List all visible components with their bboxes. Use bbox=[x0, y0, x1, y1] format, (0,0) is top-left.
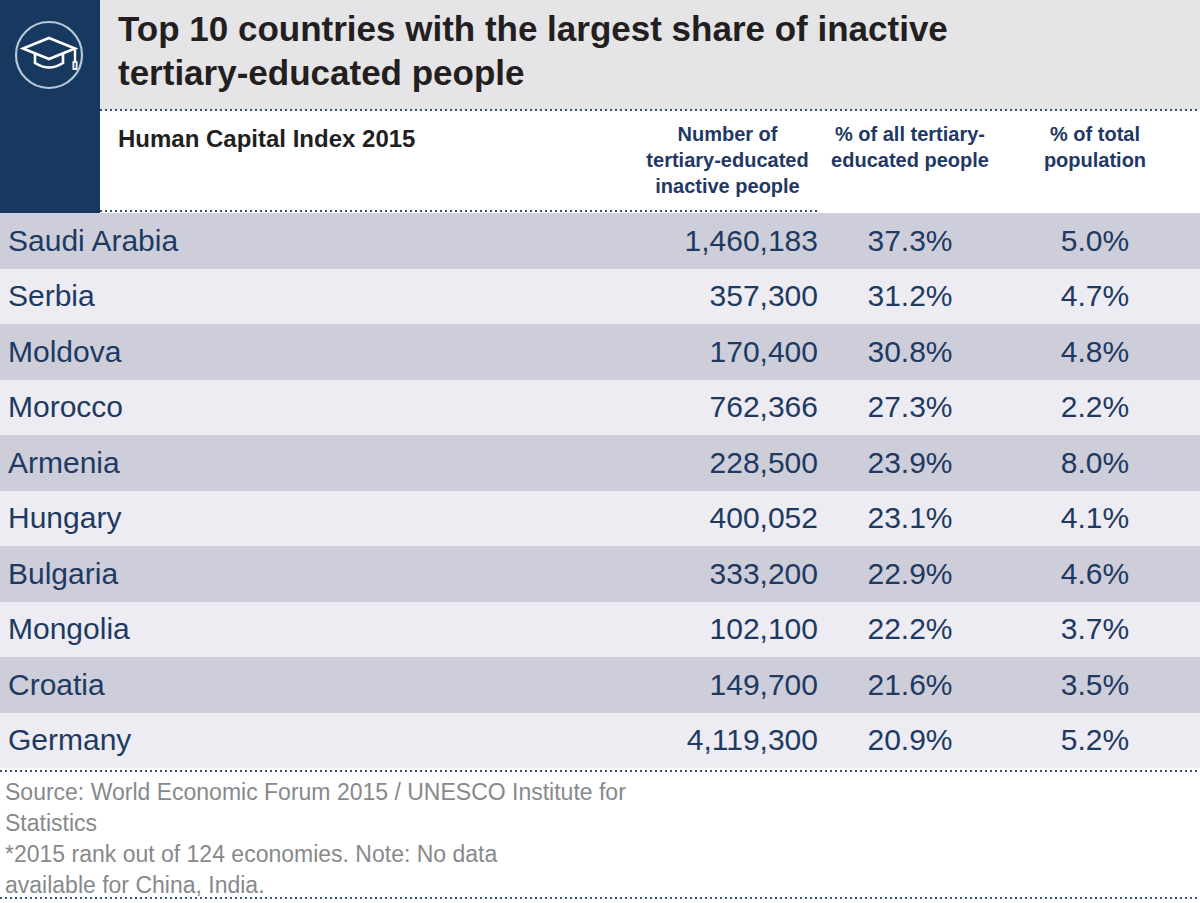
pct-tertiary-cell: 31.2% bbox=[830, 279, 990, 313]
infographic-table: Top 10 countries with the largest share … bbox=[0, 0, 1200, 903]
pct-tertiary-cell: 20.9% bbox=[830, 723, 990, 757]
column-header-pct-population: % of total population bbox=[990, 121, 1200, 199]
divider-below-footer bbox=[0, 897, 1200, 899]
country-cell: Moldova bbox=[0, 335, 600, 369]
pct-tertiary-cell: 27.3% bbox=[830, 390, 990, 424]
table-row: Bulgaria 333,200 22.9% 4.6% bbox=[0, 546, 1200, 602]
country-cell: Saudi Arabia bbox=[0, 224, 600, 258]
divider-under-title bbox=[0, 109, 1200, 111]
pct-population-cell: 3.5% bbox=[990, 668, 1200, 702]
brand-sidebar bbox=[0, 0, 100, 213]
number-cell: 357,300 bbox=[600, 279, 830, 313]
country-cell: Hungary bbox=[0, 501, 600, 535]
pct-tertiary-cell: 23.9% bbox=[830, 446, 990, 480]
country-cell: Morocco bbox=[0, 390, 600, 424]
column-header-pct-tertiary: % of all tertiary- educated people bbox=[830, 121, 990, 199]
pct-population-cell: 5.0% bbox=[990, 224, 1200, 258]
pct-tertiary-cell: 37.3% bbox=[830, 224, 990, 258]
table-row: Saudi Arabia 1,460,183 37.3% 5.0% bbox=[0, 213, 1200, 269]
country-cell: Mongolia bbox=[0, 612, 600, 646]
pct-population-cell: 2.2% bbox=[990, 390, 1200, 424]
table-row: Armenia 228,500 23.9% 8.0% bbox=[0, 435, 1200, 491]
pct-tertiary-cell: 22.2% bbox=[830, 612, 990, 646]
number-cell: 1,460,183 bbox=[600, 224, 830, 258]
pct-population-cell: 4.1% bbox=[990, 501, 1200, 535]
country-cell: Serbia bbox=[0, 279, 600, 313]
number-cell: 170,400 bbox=[600, 335, 830, 369]
table-row: Moldova 170,400 30.8% 4.8% bbox=[0, 324, 1200, 380]
table-row: Serbia 357,300 31.2% 4.7% bbox=[0, 269, 1200, 325]
country-cell: Germany bbox=[0, 723, 600, 757]
divider-under-header bbox=[0, 210, 820, 212]
page-title: Top 10 countries with the largest share … bbox=[118, 7, 948, 95]
table-body: Saudi Arabia 1,460,183 37.3% 5.0% Serbia… bbox=[0, 213, 1200, 768]
table-header-row: Human Capital Index 2015 Number of terti… bbox=[0, 111, 1200, 213]
number-cell: 762,366 bbox=[600, 390, 830, 424]
pct-population-cell: 3.7% bbox=[990, 612, 1200, 646]
number-cell: 400,052 bbox=[600, 501, 830, 535]
rank-note: *2015 rank out of 124 economies. Note: N… bbox=[0, 839, 1200, 901]
number-cell: 102,100 bbox=[600, 612, 830, 646]
country-cell: Armenia bbox=[0, 446, 600, 480]
pct-tertiary-cell: 21.6% bbox=[830, 668, 990, 702]
table-row: Croatia 149,700 21.6% 3.5% bbox=[0, 657, 1200, 713]
source-note: Source: World Economic Forum 2015 / UNES… bbox=[0, 777, 1200, 839]
footer: Source: World Economic Forum 2015 / UNES… bbox=[0, 777, 1200, 901]
number-cell: 228,500 bbox=[600, 446, 830, 480]
pct-population-cell: 4.8% bbox=[990, 335, 1200, 369]
table-row: Hungary 400,052 23.1% 4.1% bbox=[0, 491, 1200, 547]
table-row: Germany 4,119,300 20.9% 5.2% bbox=[0, 713, 1200, 769]
pct-tertiary-cell: 22.9% bbox=[830, 557, 990, 591]
title-band: Top 10 countries with the largest share … bbox=[0, 0, 1200, 110]
pct-population-cell: 4.7% bbox=[990, 279, 1200, 313]
number-cell: 149,700 bbox=[600, 668, 830, 702]
column-headers: Number of tertiary-educated inactive peo… bbox=[0, 121, 1200, 199]
table-row: Morocco 762,366 27.3% 2.2% bbox=[0, 380, 1200, 436]
number-cell: 333,200 bbox=[600, 557, 830, 591]
divider-above-footer bbox=[0, 770, 1200, 772]
table-row: Mongolia 102,100 22.2% 3.7% bbox=[0, 602, 1200, 658]
pct-population-cell: 8.0% bbox=[990, 446, 1200, 480]
column-header-number: Number of tertiary-educated inactive peo… bbox=[600, 121, 830, 199]
number-cell: 4,119,300 bbox=[600, 723, 830, 757]
pct-tertiary-cell: 23.1% bbox=[830, 501, 990, 535]
pct-tertiary-cell: 30.8% bbox=[830, 335, 990, 369]
pct-population-cell: 5.2% bbox=[990, 723, 1200, 757]
pct-population-cell: 4.6% bbox=[990, 557, 1200, 591]
country-cell: Croatia bbox=[0, 668, 600, 702]
country-cell: Bulgaria bbox=[0, 557, 600, 591]
